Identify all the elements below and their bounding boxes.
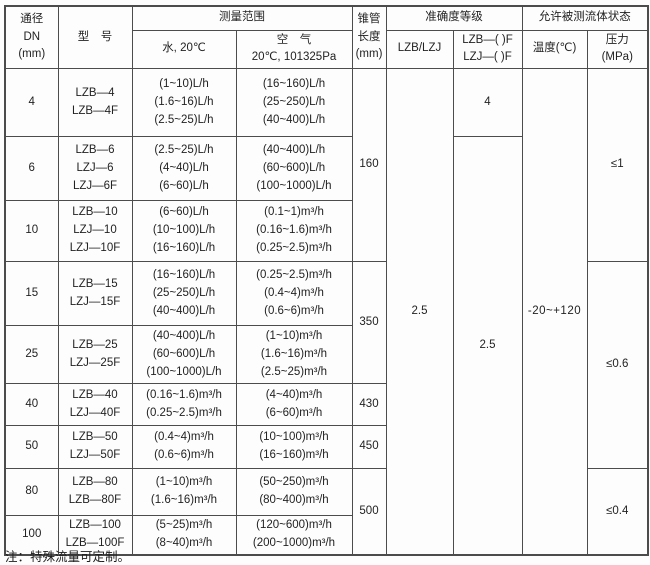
- model-list: LZB—4 LZB—4F: [57, 68, 133, 138]
- table-row-dn10: 10 LZB—10 LZJ—10 LZJ—10F (6~60)L/h (10~100)…: [4, 200, 648, 263]
- water-range: (2.5~25)L/h (4~40)L/h (6~60)L/h: [131, 136, 237, 202]
- water-range: (0.16~1.6)m³/h (0.25~2.5)m³/h: [131, 383, 237, 427]
- table-row-dn25: 25 LZB—25 LZJ—25F (40~400)L/h (60~600)L/h(…: [4, 325, 648, 385]
- pressure-limit-06: ≤0.6: [586, 261, 649, 470]
- dn-value: 40: [4, 383, 59, 427]
- col-header-fluid-state: 允许被测流体状态: [521, 5, 649, 31]
- dn-value: 25: [4, 325, 59, 385]
- dn-value: 15: [4, 261, 59, 327]
- dn-value: 6: [4, 136, 59, 202]
- col-header-pressure: 压力 (MPa): [586, 29, 649, 70]
- flowmeter-spec-table: 通径 DN (mm) 型 号 测量范围 锥管 长度 (mm) 准确度等级 允许被测流体状…: [4, 5, 649, 556]
- water-range: (16~160)L/h (25~250)L/h (40~400)L/h: [131, 261, 237, 327]
- temperature-range: -20~+120: [521, 68, 588, 556]
- table-row-dn100: 100 LZB—100 LZB—100F (5~25)m³/h (8~40)m³/h…: [4, 515, 648, 556]
- col-header-water: 水, 20℃: [131, 29, 237, 70]
- model-list: LZB—100 LZB—100F: [57, 515, 133, 556]
- table-row-dn80: 80 LZB—80 LZB—80F (1~10)m³/h (1.6~16)m³/h …: [4, 468, 649, 556]
- col-header-air: 空 气 20℃, 101325Pa: [235, 29, 353, 70]
- header-row-1: 通径 DN (mm) 型 号 测量范围 锥管 长度 (mm) 准确度等级 允许被测流体状…: [4, 5, 649, 70]
- col-header-accuracy: 准确度等级: [385, 5, 523, 31]
- pressure-limit-1: ≤1: [586, 68, 649, 263]
- table-row-dn4: 4 LZB—4 LZB—4F (1~10)L/h (1.6~16)L/h (2.5~2…: [4, 68, 649, 556]
- col-header-acc-f: LZB—( )F LZJ—( )F: [452, 29, 523, 70]
- air-range: (4~40)m³/h (6~60)m³/h: [235, 383, 353, 427]
- air-range: (50~250)m³/h (80~400)m³/h: [235, 468, 353, 517]
- cone-length-500: 500: [351, 468, 387, 556]
- water-range: (6~60)L/h (10~100)L/h (16~160)L/h: [131, 200, 237, 263]
- temperature-range-text: -20~+120: [527, 304, 582, 317]
- water-range: (0.4~4)m³/h (0.6~6)m³/h: [131, 425, 237, 470]
- water-range: (1~10)m³/h (1.6~16)m³/h: [131, 468, 237, 517]
- air-range: (16~160)L/h (25~250)L/h (40~400)L/h: [235, 68, 353, 138]
- header-row-2: 水, 20℃ 空 气 20℃, 101325Pa LZB/LZJ LZB—( )F…: [5, 29, 649, 70]
- accuracy-f-rest: 2.5: [452, 136, 523, 556]
- air-range: (0.25~2.5)m³/h (0.4~4)m³/h (0.6~6)m³/h: [235, 261, 353, 327]
- model-list: LZB—10 LZJ—10 LZJ—10F: [57, 200, 133, 263]
- air-range: (120~600)m³/h (200~1000)m³/h: [235, 515, 353, 556]
- dn-value: 80: [4, 468, 59, 517]
- model-list: LZB—80 LZB—80F: [57, 468, 133, 517]
- model-list: LZB—25 LZJ—25F: [57, 325, 133, 385]
- accuracy-f-dn4: 4: [452, 68, 523, 138]
- table-row-dn50: 50 LZB—50 LZJ—50F (0.4~4)m³/h (0.6~6)m³/h …: [4, 425, 648, 470]
- dn-value: 100: [4, 515, 59, 556]
- air-range: (1~10)m³/h (1.6~16)m³/h (2.5~25)m³/h: [235, 325, 353, 385]
- accuracy-lzb-value: 2.5: [385, 68, 454, 556]
- cone-length-350: 350: [351, 261, 387, 385]
- dn-value: 10: [4, 200, 59, 263]
- model-list: LZB—15 LZJ—15F: [57, 261, 133, 327]
- table-row-dn15: 15 LZB—15 LZJ—15F (16~160)L/h (25~250)L/h(…: [4, 261, 649, 470]
- air-range: (40~400)L/h (60~600)L/h (100~1000)L/h: [235, 136, 353, 202]
- col-header-acc-lzb: LZB/LZJ: [385, 29, 454, 70]
- table-row-dn6: 6 LZB—6 LZJ—6 LZJ—6F (2.5~25)L/h (4~40)L/h(…: [4, 136, 648, 556]
- air-range: (0.1~1)m³/h (0.16~1.6)m³/h (0.25~2.5)m³/h: [235, 200, 353, 263]
- cone-length-430: 430: [351, 383, 387, 427]
- model-list: LZB—50 LZJ—50F: [57, 425, 133, 470]
- col-header-range: 测量范围: [131, 5, 353, 31]
- model-list: LZB—6 LZJ—6 LZJ—6F: [57, 136, 133, 202]
- col-header-model: 型 号: [57, 5, 133, 70]
- footnote: 注：特殊流量可定制。: [5, 550, 131, 564]
- dn-value: 50: [4, 425, 59, 470]
- model-list: LZB—40 LZJ—40F: [57, 383, 133, 427]
- water-range: (40~400)L/h (60~600)L/h (100~1000)L/h: [131, 325, 237, 385]
- water-range: (5~25)m³/h (8~40)m³/h: [131, 515, 237, 556]
- col-header-dn: 通径 DN (mm): [4, 5, 59, 70]
- dn-value: 4: [4, 68, 59, 138]
- pressure-limit-04: ≤0.4: [586, 468, 649, 556]
- col-header-cone-length: 锥管 长度 (mm): [351, 5, 387, 70]
- cone-length-450: 450: [351, 425, 387, 470]
- air-range: (10~100)m³/h (16~160)m³/h: [235, 425, 353, 470]
- water-range: (1~10)L/h (1.6~16)L/h (2.5~25)L/h: [131, 68, 237, 138]
- cone-length-160: 160: [351, 68, 387, 263]
- col-header-temperature: 温度(℃): [521, 29, 588, 70]
